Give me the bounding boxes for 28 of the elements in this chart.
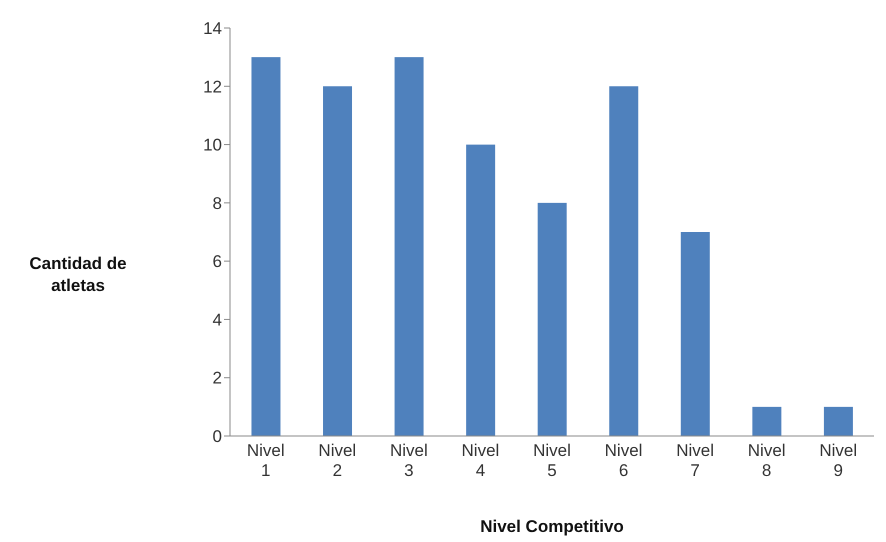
x-tick-label: Nivel 8: [748, 441, 786, 480]
x-axis-title: Nivel Competitivo: [480, 517, 624, 536]
x-tick-label: Nivel 6: [604, 441, 642, 480]
x-tick-label: Nivel 9: [819, 441, 858, 480]
bar: [251, 57, 280, 436]
y-tick-label: 4: [212, 310, 222, 330]
x-tick-label: Nivel 3: [390, 441, 428, 480]
bar: [680, 232, 710, 436]
x-tick-label: Nivel 5: [533, 441, 571, 480]
x-tick-label: Nivel 7: [676, 441, 714, 480]
bar: [466, 144, 496, 436]
bar: [609, 86, 638, 436]
bar: [752, 406, 782, 436]
y-tick-label: 0: [212, 427, 222, 446]
y-tick-label: 2: [212, 368, 222, 388]
bar: [323, 86, 352, 436]
y-axis-title: Cantidad de atletas: [28, 253, 128, 297]
bar: [538, 202, 567, 436]
x-tick-label: Nivel 2: [318, 441, 356, 480]
y-tick-label: 6: [212, 252, 222, 272]
bar: [824, 406, 853, 436]
bar: [394, 57, 424, 436]
y-tick-label: 14: [203, 19, 222, 38]
y-tick-label: 10: [203, 136, 222, 155]
y-tick-label: 8: [212, 194, 222, 213]
y-tick-label: 12: [203, 77, 222, 96]
x-tick-label: Nivel 4: [462, 441, 500, 480]
x-tick-label: Nivel 1: [246, 441, 285, 480]
